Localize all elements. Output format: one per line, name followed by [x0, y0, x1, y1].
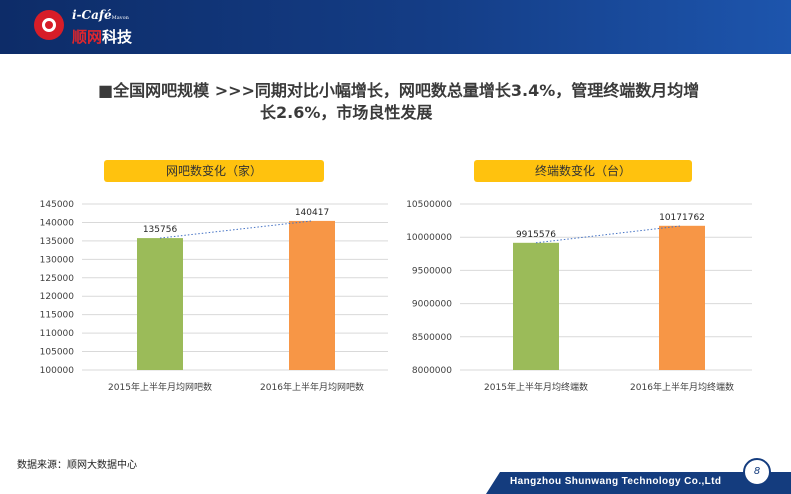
y-tick-label: 10000000 [406, 233, 452, 243]
chart2-title-pill: 终端数变化（台） [474, 160, 692, 182]
y-tick-label: 110000 [40, 329, 75, 339]
heading-line-2: 长2.6%，市场良性发展 [260, 103, 433, 122]
footer-bar: Hangzhou Shunwang Technology Co.,Ltd [500, 472, 791, 494]
trend-line [159, 220, 313, 239]
y-tick-label: 105000 [40, 348, 75, 358]
data-label: 10171762 [659, 213, 705, 223]
logo-company-name: 顺网科技 [72, 28, 133, 46]
data-label: 135756 [143, 225, 178, 235]
y-tick-label: 100000 [40, 366, 75, 376]
bar [289, 220, 335, 370]
bar [513, 242, 559, 370]
chart1-title-pill: 网吧数变化（家） [104, 160, 324, 182]
logo-target-icon [34, 10, 64, 40]
company-logo: i-CaféMavon 顺网科技 [30, 6, 160, 50]
y-tick-label: 135000 [40, 237, 75, 247]
data-label: 140417 [295, 208, 329, 218]
header-bar: i-CaféMavon 顺网科技 [0, 0, 791, 54]
bar [659, 225, 705, 370]
x-tick-label: 2016年上半年月均网吧数 [260, 381, 364, 393]
y-tick-label: 120000 [40, 292, 75, 302]
x-tick-label: 2015年上半年月均网吧数 [108, 381, 212, 393]
data-label: 9915576 [516, 230, 556, 240]
y-tick-label: 8000000 [412, 366, 452, 376]
y-tick-label: 9000000 [412, 300, 452, 310]
page-number: 8 [743, 458, 771, 486]
y-tick-label: 8500000 [412, 333, 452, 343]
chart-terminal-count: 8000000 8500000 9000000 9500000 10000000 1050… [406, 200, 752, 393]
y-tick-label: 10500000 [406, 200, 452, 210]
y-tick-label: 145000 [40, 200, 75, 210]
footer-notch [486, 472, 500, 494]
data-source-note: 数据来源：顺网大数据中心 [17, 460, 137, 471]
y-tick-label: 115000 [40, 311, 75, 321]
x-tick-label: 2015年上半年月均终端数 [484, 381, 588, 393]
x-tick-label: 2016年上半年月均终端数 [630, 381, 734, 393]
y-tick-label: 140000 [40, 218, 75, 228]
y-tick-label: 9500000 [412, 266, 452, 276]
heading-line-1: ■全国网吧规模 >>>同期对比小幅增长，网吧数总量增长3.4%，管理终端数月均增 [98, 81, 700, 100]
logo-icafe-text: i-CaféMavon [72, 8, 129, 22]
bar [137, 238, 183, 370]
footer-company-name: Hangzhou Shunwang Technology Co.,Ltd [510, 476, 722, 487]
chart-cafe-count: 100000 105000 110000 115000 120000 125000 1300… [40, 200, 388, 393]
y-tick-label: 125000 [40, 274, 75, 284]
y-tick-label: 130000 [40, 255, 75, 265]
